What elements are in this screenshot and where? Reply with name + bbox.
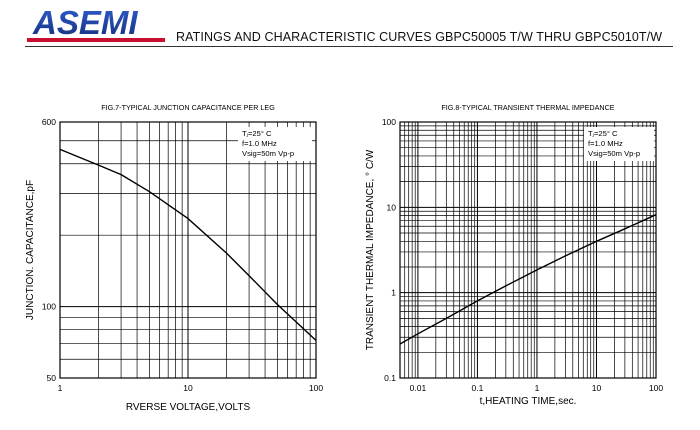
chart2-title: FIG.8-TYPICAL TRANSIENT THERMAL IMPEDANC…	[441, 103, 614, 112]
chart2-condition-vsig: Vsig=50m Vp-p	[588, 149, 640, 158]
chart2-grid	[400, 122, 656, 378]
chart2-condition-temp: Tⱼ=25° C	[588, 129, 618, 138]
x-tick-label: 100	[309, 383, 323, 393]
y-tick-label: 0.1	[384, 373, 396, 383]
chart2-series-line	[399, 214, 657, 345]
y-tick-label: 100	[382, 117, 396, 127]
chart1-y-axis-label: JUNCTION. CAPACITANCE,pF	[25, 180, 36, 320]
chart2-tick-labels: 0.01 0.1 1 10 100 100 10 1 0.1	[382, 117, 664, 393]
x-tick-label: 1	[535, 383, 540, 393]
chart1-title: FIG.7-TYPICAL JUNCTION CAPACITANCE PER L…	[101, 103, 275, 112]
y-tick-label: 1	[391, 288, 396, 298]
chart2-frame	[399, 121, 657, 379]
logo-underline	[27, 38, 165, 42]
x-tick-label: 0.01	[410, 383, 427, 393]
chart1-grid	[60, 122, 316, 378]
x-tick-label: 10	[592, 383, 602, 393]
header-divider	[25, 46, 673, 47]
x-tick-label: 1	[58, 383, 63, 393]
chart1-frame	[59, 121, 317, 379]
brand-logo: ASEMI	[27, 4, 169, 43]
thermal-impedance-chart: FIG.8-TYPICAL TRANSIENT THERMAL IMPEDANC…	[365, 103, 663, 407]
chart1-conditions-box	[238, 127, 312, 161]
chart1-tick-labels: 1 10 100 600 100 50	[42, 117, 324, 393]
x-tick-label: 0.1	[472, 383, 484, 393]
chart2-condition-freq: f=1.0 MHz	[588, 139, 623, 148]
x-tick-label: 100	[649, 383, 663, 393]
y-tick-label: 50	[47, 373, 57, 383]
x-tick-label: 10	[183, 383, 193, 393]
page-title: RATINGS AND CHARACTERISTIC CURVES GBPC50…	[176, 30, 663, 44]
chart1-x-axis-label: RVERSE VOLTAGE,VOLTS	[126, 402, 251, 413]
y-tick-label: 10	[387, 202, 397, 212]
capacitance-chart: FIG.7-TYPICAL JUNCTION CAPACITANCE PER L…	[25, 103, 323, 413]
chart1-condition-temp: Tⱼ=25° C	[242, 129, 272, 138]
chart1-condition-vsig: Vsig=50m Vp-p	[242, 149, 294, 158]
brand-logo-text: ASEMI	[32, 5, 138, 41]
chart1-condition-freq: f=1.0 MHz	[242, 139, 277, 148]
y-tick-label: 600	[42, 117, 56, 127]
chart2-x-axis-label: t,HEATING TIME,sec.	[480, 396, 577, 407]
y-tick-label: 100	[42, 302, 56, 312]
chart2-conditions-box	[584, 127, 654, 161]
chart1-series-line	[59, 148, 317, 341]
chart2-y-axis-label: TRANSIENT THERMAL IMPEDANCE, ° C/W	[365, 149, 376, 350]
